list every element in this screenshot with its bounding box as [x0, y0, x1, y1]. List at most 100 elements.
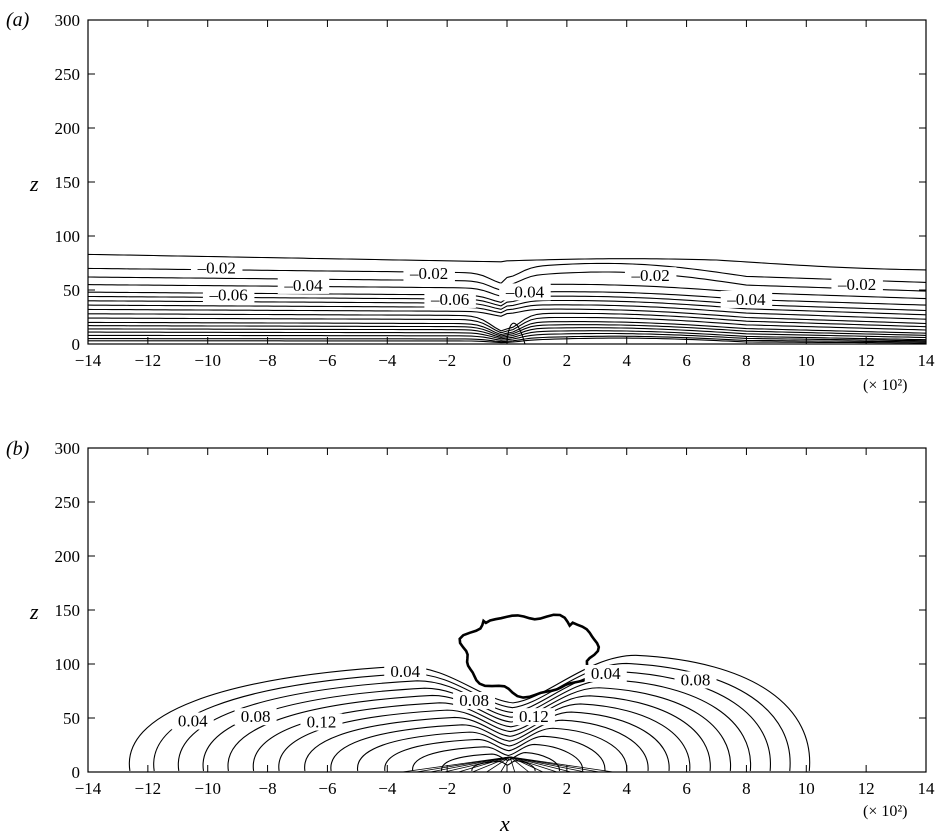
y-tick-label: 0: [72, 335, 81, 354]
y-tick-label: 250: [55, 493, 81, 512]
contour-label-bg: [453, 691, 496, 709]
x-tick-label: 12: [858, 351, 875, 370]
contour-label-bg: [190, 259, 243, 277]
contour-label-bg: [234, 708, 277, 726]
panel-b-x-axis-label: x: [499, 811, 510, 834]
contour-line: [88, 327, 927, 339]
x-tick-label: −14: [75, 351, 102, 370]
contour-line: [430, 756, 511, 773]
panel-a-y-axis-label: z: [29, 171, 39, 196]
x-tick-label: 4: [622, 351, 631, 370]
panel-b-label: (b): [6, 438, 30, 460]
contour-label: 0.08: [681, 670, 711, 689]
contour-line: [88, 316, 927, 334]
contour-line: [87, 324, 927, 337]
contour-line: [153, 662, 791, 771]
contour-line: [416, 756, 511, 773]
x-tick-label: 0: [503, 779, 512, 798]
x-tick-label: −12: [135, 779, 162, 798]
contour-label-bg: [171, 712, 214, 730]
x-tick-label: −8: [259, 351, 277, 370]
contour-line: [412, 743, 584, 771]
contour-label-bg: [624, 267, 677, 285]
y-tick-label: 50: [63, 281, 80, 300]
contour-label-bg: [300, 713, 343, 731]
x-tick-label: −4: [378, 351, 397, 370]
contour-label: –0.02: [409, 264, 448, 283]
contour-label: –0.06: [430, 290, 469, 309]
x-tick-label: 2: [563, 351, 572, 370]
x-tick-label: −6: [318, 779, 336, 798]
contour-label-bg: [403, 265, 455, 283]
contour-label-bg: [831, 275, 883, 293]
contour-label-bg: [499, 283, 551, 301]
x-tick-label: −8: [259, 779, 277, 798]
contour-label: –0.02: [631, 266, 670, 285]
contour-label: –0.04: [726, 290, 766, 309]
y-tick-label: 0: [72, 763, 81, 782]
x-tick-label: 8: [742, 351, 751, 370]
x-tick-label: 14: [918, 351, 936, 370]
contour-line: [444, 756, 511, 773]
x-tick-label: 2: [563, 779, 572, 798]
contour-line: [88, 312, 927, 332]
contour-line: [128, 654, 811, 771]
x-tick-label: 12: [858, 779, 875, 798]
contour-label-bg: [512, 708, 555, 726]
panel-b-y-axis-label: z: [29, 599, 39, 624]
contour-label: 0.04: [591, 664, 621, 683]
x-tick-label: −2: [438, 351, 456, 370]
x-tick-label: 10: [798, 351, 815, 370]
contour-line: [500, 756, 511, 773]
y-tick-label: 100: [55, 227, 81, 246]
contour-label-bg: [384, 662, 427, 680]
contour-label: 0.08: [241, 707, 271, 726]
contour-label: 0.12: [519, 707, 549, 726]
contour-line: [87, 308, 927, 325]
x-tick-label: 8: [742, 779, 751, 798]
contour-label-bg: [424, 290, 476, 308]
x-tick-label: −6: [318, 351, 336, 370]
contour-line: [486, 756, 511, 773]
x-tick-label: 0: [503, 351, 512, 370]
closed-contour: [458, 613, 601, 699]
x-tick-label: −10: [194, 779, 221, 798]
panel-b: (b) z x (× 10²) 0.04 0.04 0.08 0.12 0.08 0.12…: [6, 438, 936, 836]
contour-line: [384, 735, 606, 771]
contour-label: –0.02: [837, 275, 876, 294]
contour-label: 0.08: [459, 691, 489, 710]
x-tick-label: −12: [135, 351, 162, 370]
contour-line: [509, 756, 558, 773]
contour-label: –0.02: [197, 259, 236, 278]
contour-label: 0.12: [307, 713, 337, 732]
y-tick-label: 150: [55, 601, 81, 620]
contour-label: –0.06: [209, 286, 248, 305]
contour-line: [509, 756, 544, 773]
panel-a: (a) z (× 10²) –0.02 –0.04 –0.06 –0.02 –0.04 –…: [6, 9, 935, 394]
contour-label: –0.04: [283, 276, 323, 295]
contour-line: [509, 756, 572, 773]
contour-label-bg: [720, 290, 773, 308]
contour-line: [227, 687, 731, 771]
contour-line: [509, 756, 614, 773]
panel-a-label: (a): [6, 9, 30, 31]
contour-line: [304, 711, 670, 771]
contour-line: [87, 253, 927, 271]
x-tick-label: 14: [918, 779, 936, 798]
y-tick-label: 250: [55, 65, 81, 84]
y-tick-label: 200: [55, 119, 81, 138]
x-tick-label: 10: [798, 779, 815, 798]
x-tick-label: −2: [438, 779, 456, 798]
contour-line: [509, 756, 530, 773]
contour-line: [88, 321, 927, 336]
y-tick-label: 300: [55, 11, 81, 30]
contour-label-bg: [584, 664, 627, 682]
contour-line: [357, 727, 628, 771]
x-tick-label: −4: [378, 779, 397, 798]
contour-label: 0.04: [178, 711, 208, 730]
x-tick-label: −14: [75, 779, 102, 798]
contour-line: [458, 756, 511, 773]
x-tick-label: 4: [622, 779, 631, 798]
